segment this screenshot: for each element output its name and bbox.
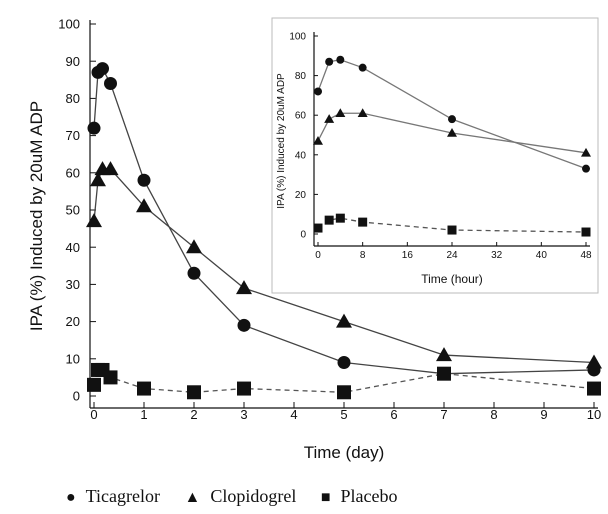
data-point-clopidogrel — [236, 280, 252, 295]
circle-marker-icon: ● — [66, 489, 76, 506]
x-tick-label: 48 — [580, 250, 592, 261]
data-point-placebo — [137, 381, 151, 396]
x-tick-label: 9 — [540, 407, 547, 422]
data-point-placebo — [337, 385, 351, 400]
data-point-placebo — [187, 385, 201, 400]
data-point-ticagrelor — [314, 87, 322, 96]
data-point-clopidogrel — [586, 354, 602, 369]
x-tick-label: 40 — [536, 250, 548, 261]
data-point-clopidogrel — [336, 313, 352, 328]
x-tick-label: 6 — [390, 407, 397, 422]
data-point-clopidogrel — [102, 161, 119, 176]
y-tick-label: 80 — [66, 91, 80, 106]
x-tick-label: 32 — [491, 250, 503, 261]
y-tick-label: 50 — [66, 203, 80, 218]
data-point-clopidogrel — [447, 128, 457, 137]
x-tick-label: 4 — [290, 407, 297, 422]
data-point-ticagrelor — [237, 318, 251, 332]
y-tick-label: 20 — [66, 314, 80, 329]
y-axis-label: IPA (%) Induced by 20uM ADP — [27, 101, 46, 331]
data-point-placebo — [447, 225, 457, 235]
y-tick-label: 60 — [66, 165, 80, 180]
y-tick-label: 0 — [73, 389, 80, 404]
y-tick-label: 40 — [66, 240, 80, 255]
x-tick-label: 3 — [240, 407, 247, 422]
legend-label: Placebo — [340, 486, 398, 506]
data-point-placebo — [103, 370, 118, 385]
y-tick-label: 20 — [295, 190, 307, 201]
data-point-ticagrelor — [582, 164, 590, 173]
data-point-placebo — [313, 223, 323, 233]
data-point-ticagrelor — [87, 121, 101, 135]
x-tick-label: 7 — [440, 407, 447, 422]
square-marker-icon: ■ — [320, 489, 331, 506]
data-point-placebo — [437, 366, 451, 381]
x-tick-label: 1 — [140, 407, 147, 422]
y-tick-label: 0 — [300, 230, 306, 241]
y-tick-label: 40 — [295, 150, 307, 161]
y-tick-label: 60 — [295, 111, 307, 122]
y-tick-label: 80 — [295, 71, 307, 82]
data-point-ticagrelor — [325, 57, 334, 66]
y-tick-label: 70 — [66, 128, 80, 143]
data-point-clopidogrel — [335, 108, 346, 117]
data-point-placebo — [324, 215, 334, 225]
y-axis-label: IPA (%) Induced by 20uM ADP — [276, 73, 287, 209]
data-point-clopidogrel — [313, 135, 323, 145]
y-tick-label: 100 — [58, 17, 80, 32]
legend-label: Clopidogrel — [210, 486, 297, 506]
data-point-clopidogrel — [186, 239, 202, 254]
data-point-placebo — [87, 377, 101, 392]
x-axis-label: Time (day) — [304, 443, 385, 462]
x-tick-label: 5 — [340, 407, 347, 422]
data-point-placebo — [587, 381, 601, 396]
x-tick-label: 0 — [315, 250, 321, 261]
y-tick-label: 100 — [289, 32, 306, 43]
data-point-clopidogrel — [581, 147, 591, 157]
data-point-placebo — [358, 217, 368, 227]
legend: ● Ticagrelor ▲ Clopidogrel ■ Placebo — [66, 486, 418, 507]
data-point-ticagrelor — [104, 77, 117, 91]
series-line-placebo — [93, 369, 595, 393]
data-point-ticagrelor — [137, 173, 151, 187]
y-tick-label: 30 — [66, 277, 80, 292]
data-point-placebo — [581, 227, 591, 237]
legend-item-placebo: ■ Placebo — [321, 486, 408, 506]
x-tick-label: 8 — [360, 250, 366, 261]
data-point-ticagrelor — [336, 55, 345, 64]
data-point-placebo — [335, 213, 345, 223]
series-line-ticagrelor — [317, 59, 587, 170]
data-point-ticagrelor — [96, 62, 109, 76]
data-point-clopidogrel — [324, 114, 335, 123]
legend-item-ticagrelor: ● Ticagrelor — [66, 486, 170, 506]
data-point-ticagrelor — [337, 356, 351, 370]
data-point-ticagrelor — [448, 115, 456, 124]
data-point-clopidogrel — [136, 198, 152, 213]
legend-label: Ticagrelor — [85, 486, 160, 506]
y-tick-label: 90 — [66, 54, 80, 69]
x-tick-label: 0 — [90, 407, 97, 422]
x-tick-label: 10 — [587, 407, 601, 422]
data-point-clopidogrel — [90, 172, 106, 187]
legend-item-clopidogrel: ▲ Clopidogrel — [185, 486, 307, 506]
data-point-clopidogrel — [436, 347, 452, 362]
x-axis-label: Time (hour) — [421, 272, 483, 286]
x-tick-label: 24 — [446, 250, 458, 261]
data-point-ticagrelor — [358, 63, 367, 72]
data-point-clopidogrel — [357, 108, 368, 117]
data-point-placebo — [237, 381, 251, 396]
x-tick-label: 16 — [402, 250, 414, 261]
x-tick-label: 2 — [190, 407, 197, 422]
y-tick-label: 10 — [66, 351, 80, 366]
inset-chart: 0 20 40 60 80 100 0 8 16 24 32 40 48 Time (hour) IPA (… — [271, 17, 599, 294]
data-point-ticagrelor — [187, 266, 201, 280]
x-tick-label: 8 — [490, 407, 497, 422]
triangle-marker-icon: ▲ — [184, 489, 201, 506]
data-point-clopidogrel — [86, 213, 102, 228]
